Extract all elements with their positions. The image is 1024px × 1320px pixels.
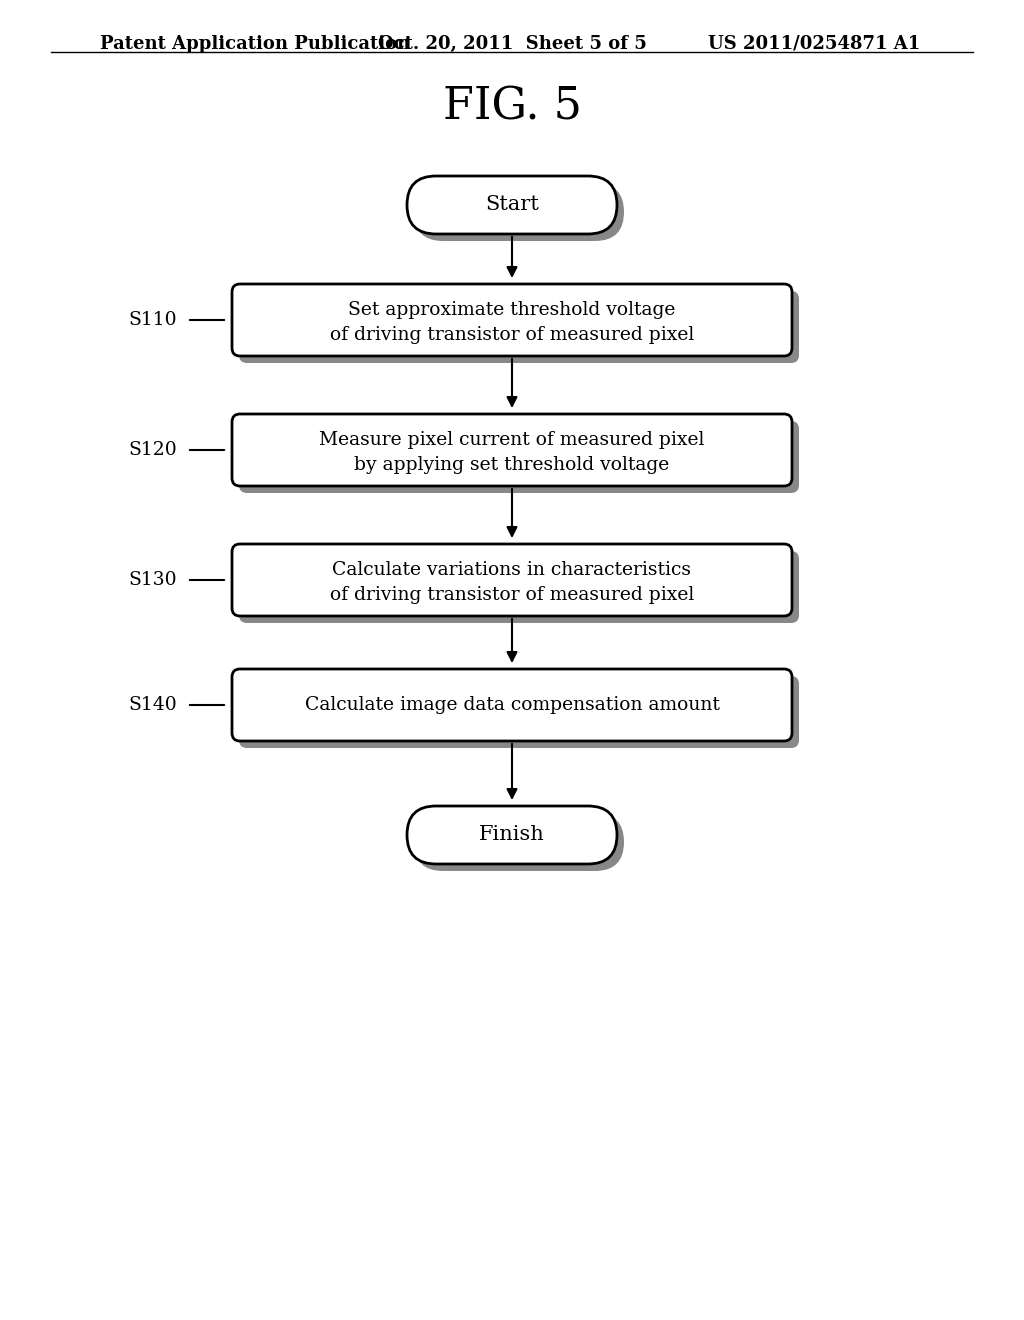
FancyBboxPatch shape	[239, 421, 799, 492]
Text: FIG. 5: FIG. 5	[442, 84, 582, 128]
Text: S110: S110	[128, 312, 177, 329]
Text: S120: S120	[128, 441, 177, 459]
FancyBboxPatch shape	[232, 284, 792, 356]
Text: Set approximate threshold voltage: Set approximate threshold voltage	[348, 301, 676, 319]
Text: Calculate image data compensation amount: Calculate image data compensation amount	[304, 696, 720, 714]
FancyBboxPatch shape	[239, 290, 799, 363]
FancyBboxPatch shape	[232, 669, 792, 741]
Text: Measure pixel current of measured pixel: Measure pixel current of measured pixel	[319, 432, 705, 449]
FancyBboxPatch shape	[239, 676, 799, 748]
FancyBboxPatch shape	[407, 807, 617, 865]
Text: Start: Start	[485, 195, 539, 214]
Text: Patent Application Publication: Patent Application Publication	[100, 36, 411, 53]
Text: Oct. 20, 2011  Sheet 5 of 5: Oct. 20, 2011 Sheet 5 of 5	[378, 36, 646, 53]
Text: of driving transistor of measured pixel: of driving transistor of measured pixel	[330, 326, 694, 345]
FancyBboxPatch shape	[232, 414, 792, 486]
Text: by applying set threshold voltage: by applying set threshold voltage	[354, 455, 670, 474]
Text: S130: S130	[128, 572, 177, 589]
Text: Calculate variations in characteristics: Calculate variations in characteristics	[333, 561, 691, 579]
FancyBboxPatch shape	[239, 550, 799, 623]
FancyBboxPatch shape	[232, 544, 792, 616]
FancyBboxPatch shape	[407, 176, 617, 234]
Text: US 2011/0254871 A1: US 2011/0254871 A1	[708, 36, 920, 53]
FancyBboxPatch shape	[414, 813, 624, 871]
FancyBboxPatch shape	[414, 183, 624, 242]
Text: of driving transistor of measured pixel: of driving transistor of measured pixel	[330, 586, 694, 605]
Text: Finish: Finish	[479, 825, 545, 845]
Text: S140: S140	[128, 696, 177, 714]
